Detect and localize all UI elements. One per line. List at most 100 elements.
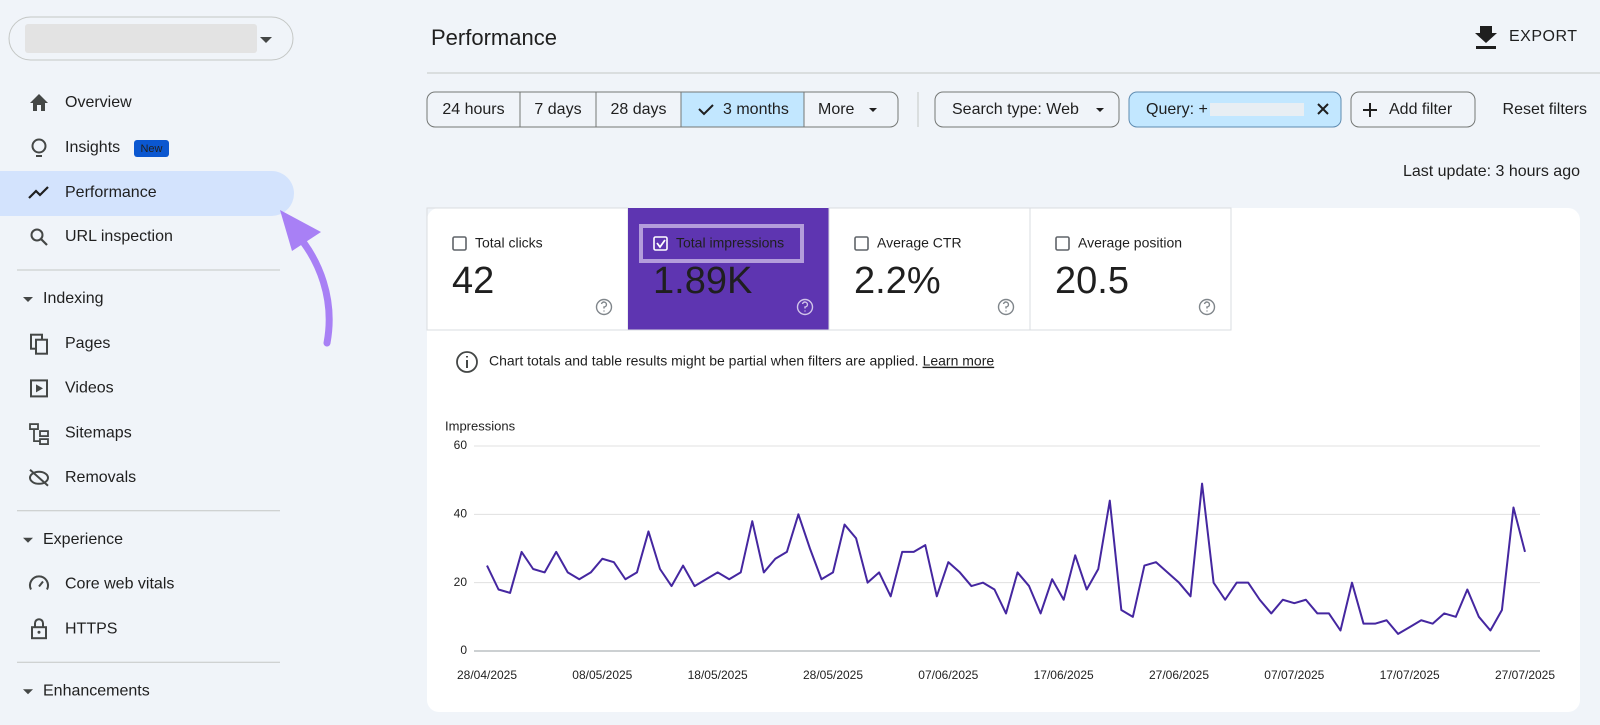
icon xyxy=(33,429,40,443)
y-tick-label: 20 xyxy=(454,575,468,589)
section-toggle xyxy=(23,689,33,695)
badge-text: New xyxy=(140,143,162,155)
icon xyxy=(39,430,49,438)
query-filter: Query: + xyxy=(1146,101,1208,118)
annotation-arrow xyxy=(291,228,333,347)
x-tick-label: 27/06/2025 xyxy=(1149,668,1209,682)
x-tick-label: 18/05/2025 xyxy=(688,668,748,682)
icon xyxy=(29,470,49,485)
checkbox xyxy=(1055,236,1070,251)
y-tick-label: 60 xyxy=(454,438,468,452)
export-button[interactable]: EXPORT xyxy=(1509,28,1578,45)
page-title: Performance xyxy=(431,25,557,50)
nav-item[interactable]: Removals xyxy=(65,469,136,486)
icon xyxy=(36,384,43,393)
help-icon xyxy=(997,298,1015,316)
nav-item[interactable]: Insights xyxy=(65,139,120,156)
y-tick-label: 40 xyxy=(454,507,468,521)
checkbox xyxy=(854,236,869,251)
icon xyxy=(39,438,49,446)
property-placeholder xyxy=(25,24,257,53)
y-axis-label: Impressions xyxy=(445,418,516,433)
help-mark xyxy=(600,301,608,312)
metric-label: Average CTR xyxy=(877,235,962,251)
nav-item[interactable]: URL inspection xyxy=(65,228,173,245)
date-range[interactable]: More xyxy=(818,101,855,118)
highlight-box xyxy=(639,224,804,263)
check-icon xyxy=(698,104,714,116)
icon xyxy=(34,618,44,628)
nav-item[interactable]: Overview xyxy=(65,94,132,111)
help-icon xyxy=(796,298,814,316)
date-range[interactable]: 28 days xyxy=(610,101,666,118)
close-icon[interactable] xyxy=(1317,103,1329,115)
info-icon xyxy=(456,351,478,373)
date-range[interactable]: 24 hours xyxy=(442,101,504,118)
last-update: Last update: 3 hours ago xyxy=(1403,163,1580,180)
nav-item[interactable]: Sitemaps xyxy=(65,424,132,441)
date-range[interactable]: 7 days xyxy=(534,101,581,118)
checkbox xyxy=(653,236,668,251)
nav-item[interactable]: Performance xyxy=(65,184,157,201)
metric-value: 42 xyxy=(452,260,494,302)
learn-more-link[interactable]: Learn more xyxy=(923,353,995,369)
metric-value: 2.2% xyxy=(854,260,941,302)
icon xyxy=(31,626,47,640)
help-icon xyxy=(1198,298,1216,316)
section-title[interactable]: Enhancements xyxy=(43,682,150,699)
badge xyxy=(134,140,169,157)
search-type: Search type: Web xyxy=(952,101,1079,118)
search-type-chip[interactable] xyxy=(934,91,1120,128)
x-tick-label: 17/06/2025 xyxy=(1034,668,1094,682)
selected-range-bg xyxy=(681,92,804,127)
icon xyxy=(30,379,48,398)
x-tick-label: 27/07/2025 xyxy=(1495,668,1555,682)
metric-label: Total impressions xyxy=(676,235,784,251)
nav-item[interactable]: Pages xyxy=(65,335,110,352)
icon xyxy=(30,94,48,111)
y-tick-label: 0 xyxy=(460,643,467,657)
icon xyxy=(29,469,49,487)
impressions-line xyxy=(486,482,1526,635)
x-tick-label: 07/07/2025 xyxy=(1264,668,1324,682)
date-range-group xyxy=(426,91,899,128)
notice-text: Chart totals and table results might be … xyxy=(489,353,919,369)
icon xyxy=(28,186,49,199)
help-icon xyxy=(595,298,613,316)
add-filter: Add filter xyxy=(1389,101,1453,118)
dropdown-arrow xyxy=(869,108,877,112)
query-placeholder xyxy=(1210,103,1304,116)
date-range[interactable]: 3 months xyxy=(723,101,789,118)
metric-card-selected[interactable] xyxy=(628,208,829,330)
section-toggle xyxy=(23,537,33,543)
add-filter-chip[interactable] xyxy=(1350,91,1476,128)
help-mark xyxy=(1002,301,1010,312)
metric-value: 20.5 xyxy=(1055,260,1129,302)
icon xyxy=(30,228,44,242)
reset-filters[interactable]: Reset filters xyxy=(1503,101,1587,118)
active-nav-background xyxy=(0,171,294,216)
nav-item[interactable]: HTTPS xyxy=(65,620,117,637)
plus-icon xyxy=(1363,103,1377,117)
section-title[interactable]: Indexing xyxy=(43,290,104,307)
icon xyxy=(29,575,49,590)
nav-item[interactable]: Core web vitals xyxy=(65,576,174,593)
section-title[interactable]: Experience xyxy=(43,531,123,548)
download-icon xyxy=(1475,26,1497,49)
dropdown-arrow xyxy=(1096,108,1104,112)
checkbox xyxy=(452,236,467,251)
help-mark xyxy=(801,301,809,312)
icon xyxy=(35,338,48,355)
nav-item[interactable]: Videos xyxy=(65,380,114,397)
icon xyxy=(37,630,41,634)
x-tick-label: 28/05/2025 xyxy=(803,668,863,682)
x-tick-label: 08/05/2025 xyxy=(572,668,632,682)
report-card xyxy=(427,208,1580,712)
icon xyxy=(29,423,39,431)
metric-label: Average position xyxy=(1078,235,1182,251)
x-tick-label: 07/06/2025 xyxy=(918,668,978,682)
icon xyxy=(31,138,47,154)
checkbox-check xyxy=(656,239,666,249)
help-mark xyxy=(1203,301,1211,312)
